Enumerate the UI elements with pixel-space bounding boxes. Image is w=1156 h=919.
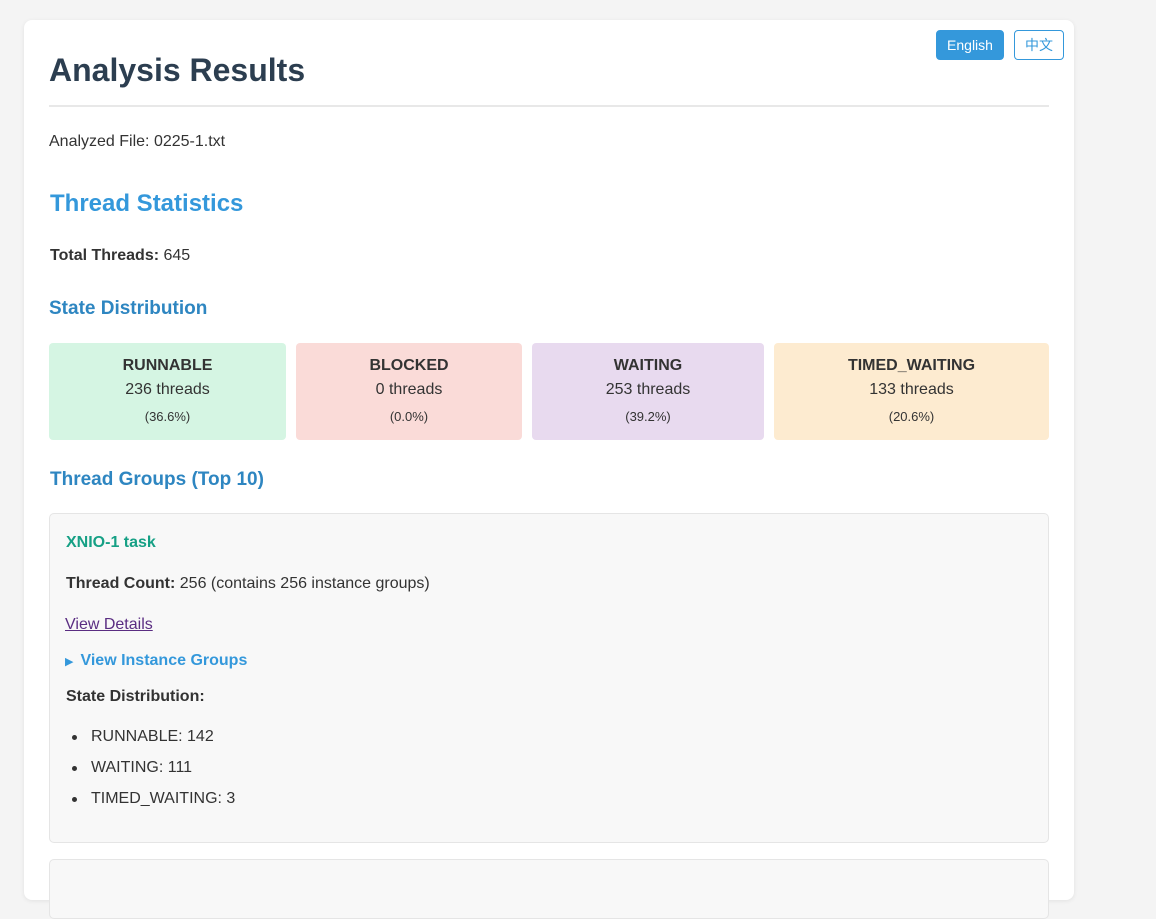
- view-instance-groups-toggle[interactable]: ▶ View Instance Groups: [65, 652, 247, 670]
- bullet-icon: [72, 797, 77, 802]
- state-box-runnable: RUNNABLE 236 threads (36.6%): [49, 343, 286, 440]
- list-item: WAITING: 111: [66, 759, 235, 790]
- state-box-blocked: BLOCKED 0 threads (0.0%): [296, 343, 522, 440]
- disclosure-triangle-icon: ▶: [65, 655, 74, 668]
- state-count: 236 threads: [125, 381, 210, 398]
- state-count: 253 threads: [605, 381, 691, 398]
- total-threads-label: Total Threads:: [50, 247, 160, 264]
- state-percentage: (36.6%): [144, 409, 191, 424]
- language-switcher: English 中文: [936, 30, 1064, 60]
- state-percentage: (39.2%): [625, 409, 671, 424]
- state-name: WAITING: [613, 357, 683, 374]
- title-divider: [49, 105, 1049, 107]
- state-count: 133 threads: [869, 381, 954, 398]
- state-percentage: (20.6%): [888, 409, 935, 424]
- thread-group-card: XNIO-1 task Thread Count: 256 (contains …: [49, 513, 1049, 843]
- list-item: RUNNABLE: 142: [66, 728, 235, 759]
- state-name: RUNNABLE: [122, 357, 213, 374]
- results-card: English 中文 Analysis Results Analyzed Fil…: [24, 20, 1074, 919]
- total-threads-value: 645: [163, 247, 191, 264]
- bullet-icon: [72, 735, 77, 740]
- group-name: XNIO-1 task: [66, 534, 156, 551]
- instance-groups-label: View Instance Groups: [80, 652, 248, 669]
- state-name: TIMED_WAITING: [847, 357, 976, 374]
- thread-count-label: Thread Count:: [66, 575, 176, 592]
- state-distribution-heading: State Distribution: [49, 298, 208, 319]
- state-name: BLOCKED: [369, 357, 449, 374]
- list-item-text: TIMED_WAITING: 3: [91, 790, 236, 807]
- group-state-distribution-label: State Distribution:: [66, 688, 205, 705]
- list-item: TIMED_WAITING: 3: [66, 790, 235, 821]
- page-title: Analysis Results: [49, 52, 306, 88]
- thread-statistics-heading: Thread Statistics: [50, 190, 244, 217]
- state-box-timed-waiting: TIMED_WAITING 133 threads (20.6%): [774, 343, 1049, 440]
- state-box-waiting: WAITING 253 threads (39.2%): [532, 343, 764, 440]
- english-button[interactable]: English: [936, 30, 1004, 60]
- bullet-icon: [72, 766, 77, 771]
- list-item-text: WAITING: 111: [91, 759, 193, 776]
- view-details-link[interactable]: View Details: [65, 616, 153, 633]
- state-percentage: (0.0%): [389, 409, 429, 424]
- chinese-button[interactable]: 中文: [1014, 30, 1064, 60]
- group-state-list: RUNNABLE: 142 WAITING: 111 TIMED_WAITING…: [66, 728, 235, 821]
- thread-count-value: 256 (contains 256 instance groups): [179, 575, 430, 592]
- state-count: 0 threads: [375, 381, 443, 398]
- list-item-text: RUNNABLE: 142: [91, 728, 214, 745]
- thread-groups-heading: Thread Groups (Top 10): [50, 469, 264, 490]
- total-threads: Total Threads: 645: [50, 247, 190, 265]
- thread-group-card: [49, 859, 1049, 919]
- group-thread-count: Thread Count: 256 (contains 256 instance…: [66, 575, 430, 593]
- analyzed-file: Analyzed File: 0225-1.txt: [49, 133, 226, 150]
